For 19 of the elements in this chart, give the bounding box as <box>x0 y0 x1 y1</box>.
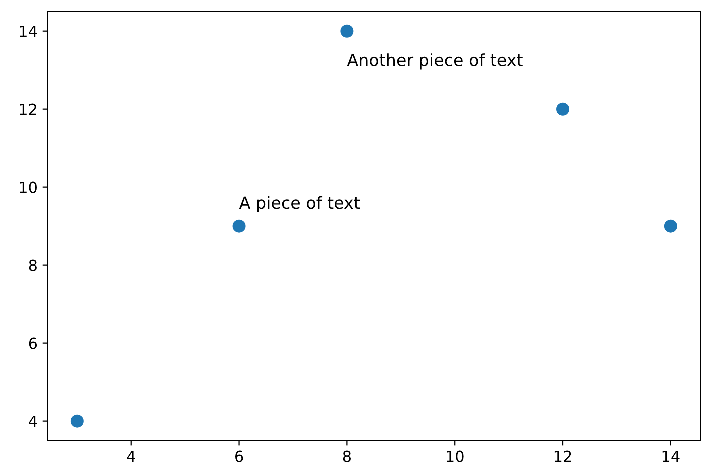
x-tick-label: 14 <box>662 451 680 462</box>
annotation: A piece of text <box>239 196 360 212</box>
x-tick-label: 6 <box>235 450 244 462</box>
y-tick-label: 14 <box>20 26 38 38</box>
point <box>70 414 84 428</box>
point <box>556 102 570 116</box>
point <box>664 220 678 233</box>
point <box>232 220 246 233</box>
point <box>340 24 354 38</box>
y-tick-label: 8 <box>29 260 37 272</box>
y-tick-label: 4 <box>29 416 38 428</box>
annotation: Another piece of text <box>347 54 523 70</box>
y-tick-label: 6 <box>29 338 38 350</box>
x-tick-label: 10 <box>447 450 464 462</box>
x-tick-label: 12 <box>554 450 572 462</box>
y-tick-label: 12 <box>20 104 36 116</box>
x-tick-label: 4 <box>127 451 136 462</box>
x-tick-label: 8 <box>343 450 352 462</box>
y-tick-label: 10 <box>20 182 37 194</box>
